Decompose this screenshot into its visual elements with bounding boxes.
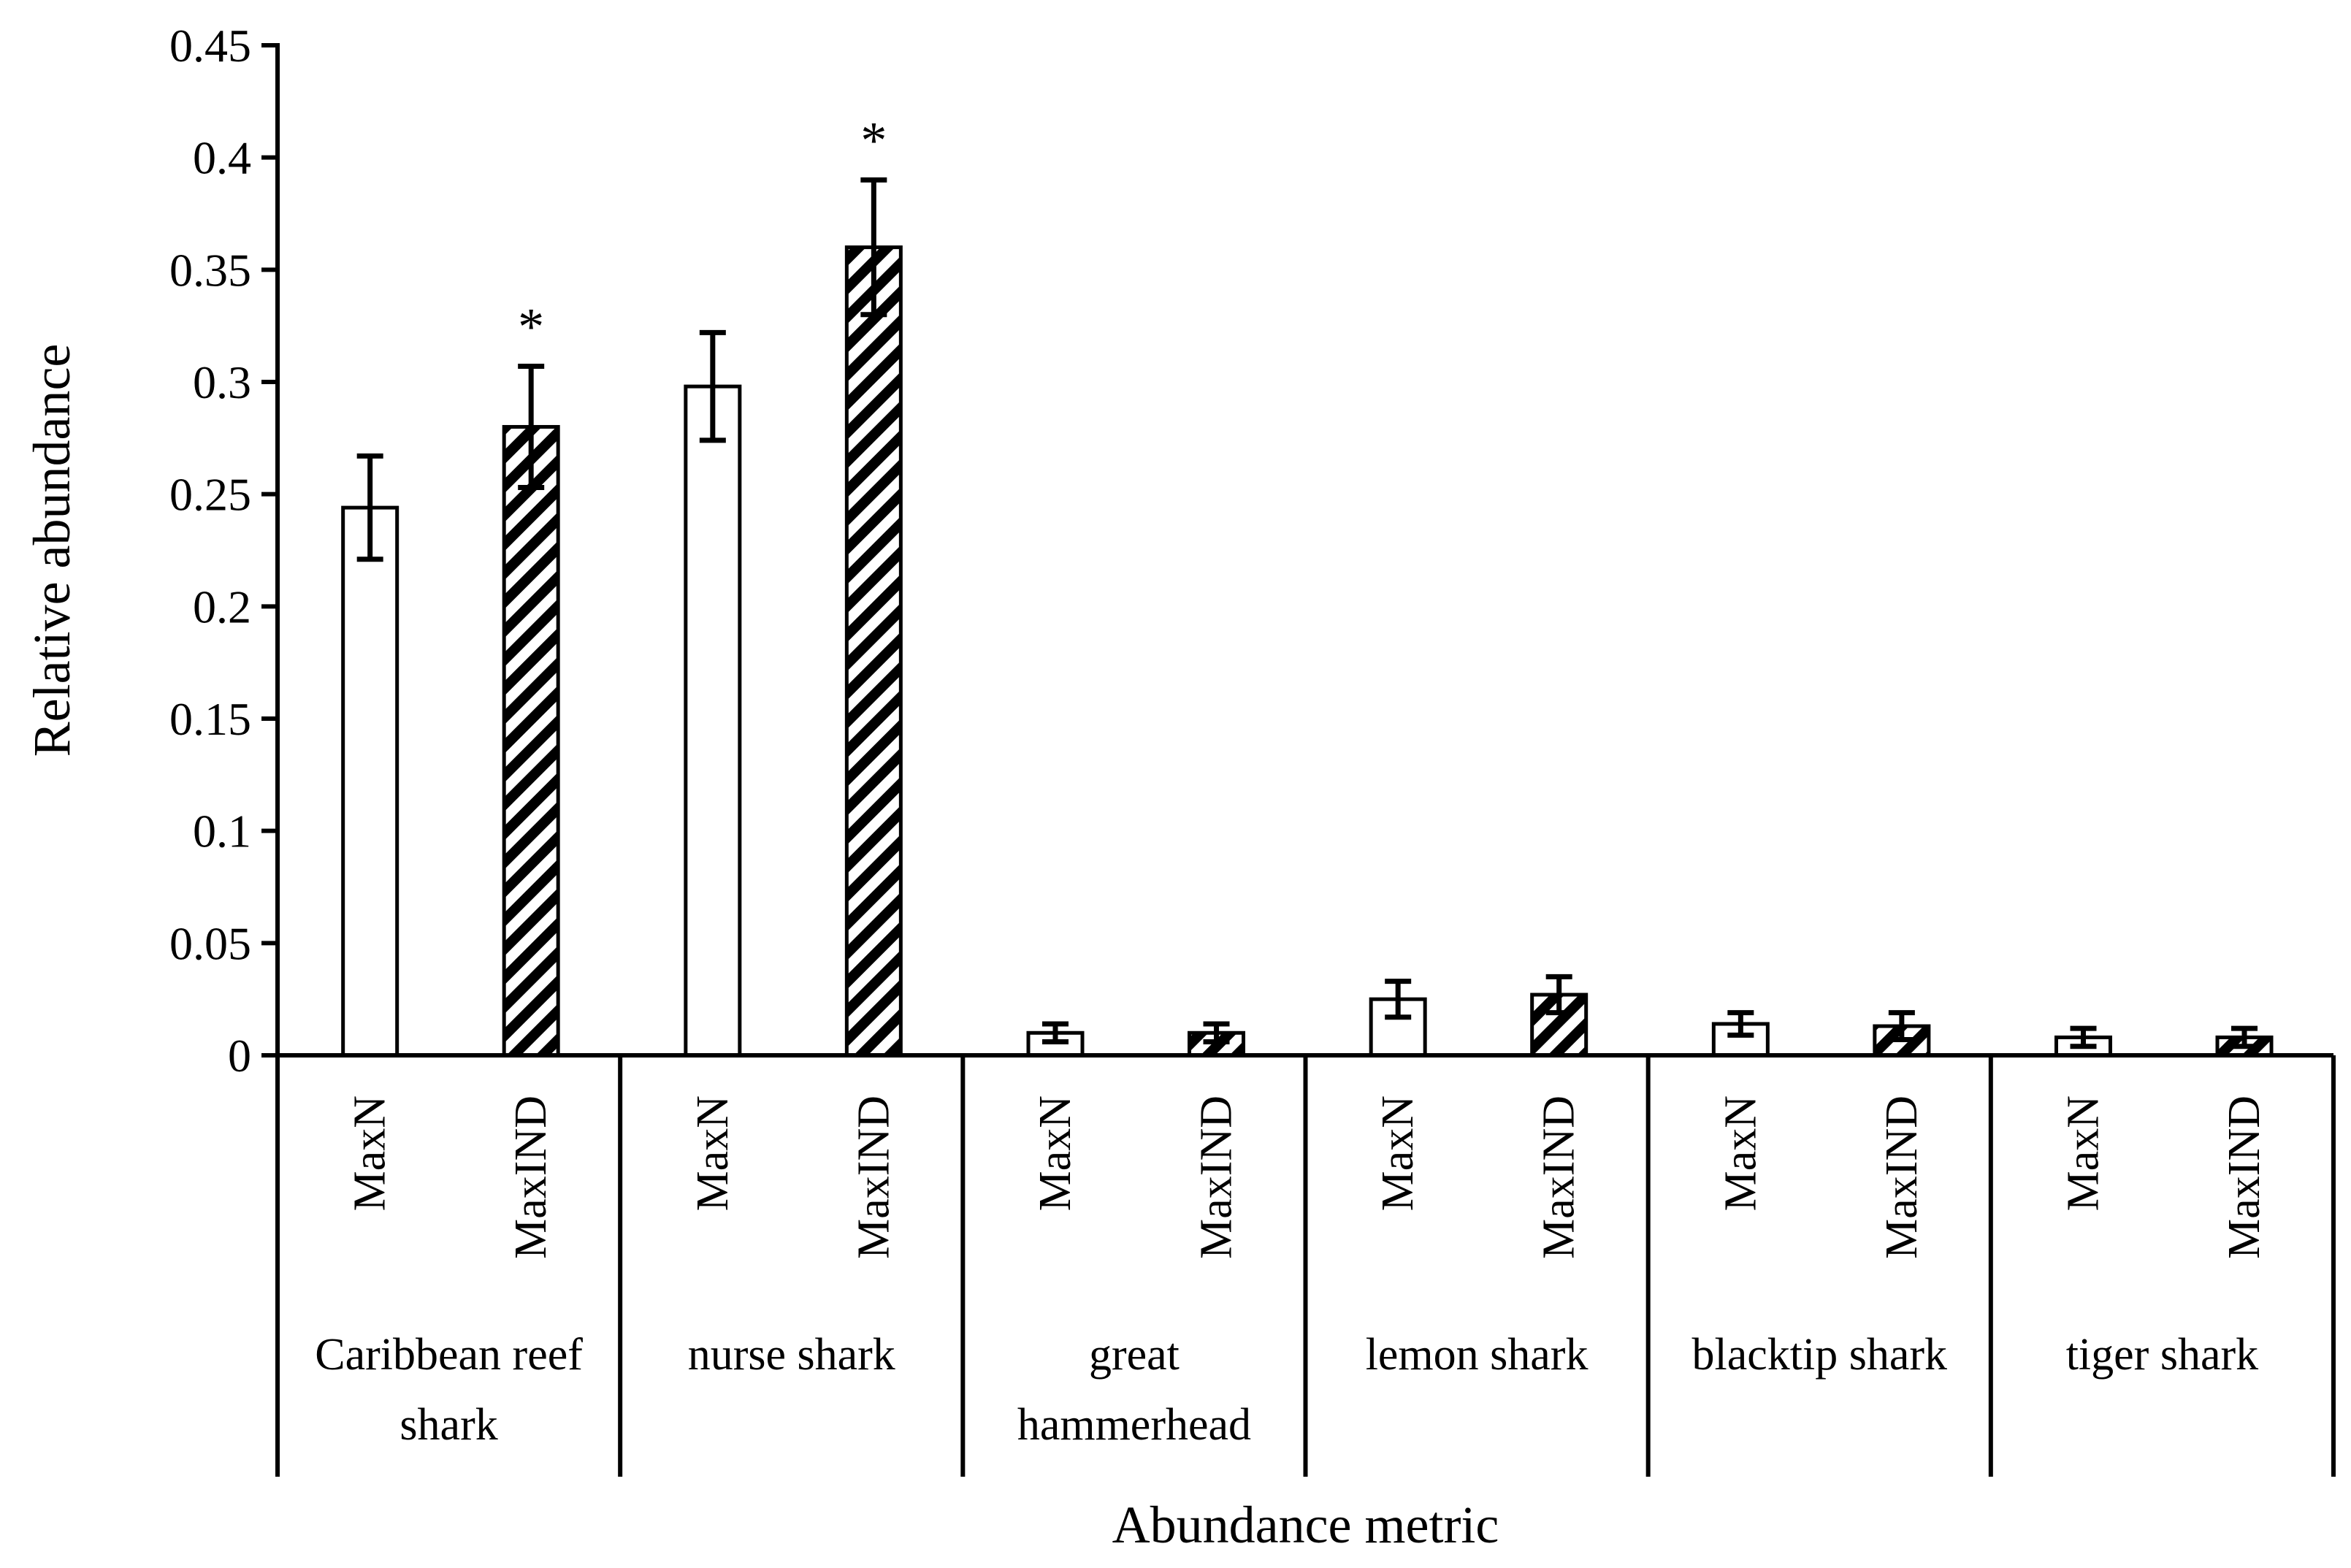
y-axis-title: Relative abundance bbox=[23, 344, 81, 757]
y-tick-label: 0 bbox=[228, 1030, 251, 1082]
x-category-label: nurse shark bbox=[688, 1330, 895, 1380]
x-metric-label: MaxIND bbox=[849, 1095, 898, 1259]
y-tick-label: 0.15 bbox=[169, 693, 251, 745]
x-metric-label: MaxIND bbox=[506, 1095, 556, 1259]
x-metric-label: MaxN bbox=[345, 1095, 395, 1211]
y-tick-label: 0.05 bbox=[169, 917, 251, 969]
x-category-label: great bbox=[1089, 1330, 1180, 1380]
x-category-label: lemon shark bbox=[1366, 1330, 1589, 1380]
y-tick-label: 0.3 bbox=[193, 356, 251, 408]
x-axis-title: Abundance metric bbox=[1112, 1496, 1499, 1554]
x-category-label: Caribbean reef bbox=[315, 1330, 583, 1380]
x-category-label: blacktip shark bbox=[1691, 1330, 1947, 1380]
bar-maxn-1 bbox=[341, 505, 400, 1058]
bar-maxind-1 bbox=[502, 424, 560, 1058]
bar-maxind-2 bbox=[844, 245, 903, 1058]
y-tick-label: 0.2 bbox=[193, 581, 251, 632]
x-metric-label: MaxIND bbox=[2220, 1095, 2269, 1259]
significance-marker: * bbox=[860, 111, 887, 169]
y-tick-label: 0.4 bbox=[193, 132, 251, 184]
x-category-label: hammerhead bbox=[1017, 1400, 1251, 1450]
significance-marker: * bbox=[518, 297, 544, 356]
x-category-label: tiger shark bbox=[2066, 1330, 2258, 1380]
x-metric-label: MaxN bbox=[1031, 1095, 1080, 1211]
bar-maxn-2 bbox=[684, 384, 742, 1058]
x-metric-label: MaxIND bbox=[1877, 1095, 1927, 1259]
x-metric-label: MaxN bbox=[1373, 1095, 1423, 1211]
x-category-label: shark bbox=[400, 1400, 497, 1450]
y-tick-label: 0.45 bbox=[169, 20, 251, 72]
x-metric-label: MaxN bbox=[688, 1095, 738, 1211]
x-metric-label: MaxN bbox=[1716, 1095, 1765, 1211]
x-metric-label: MaxIND bbox=[1192, 1095, 1242, 1259]
y-tick-label: 0.35 bbox=[169, 244, 251, 296]
y-tick-label: 0.1 bbox=[193, 806, 251, 857]
x-metric-label: MaxIND bbox=[1534, 1095, 1584, 1259]
x-metric-label: MaxN bbox=[2059, 1095, 2109, 1211]
y-tick-label: 0.25 bbox=[169, 469, 251, 521]
